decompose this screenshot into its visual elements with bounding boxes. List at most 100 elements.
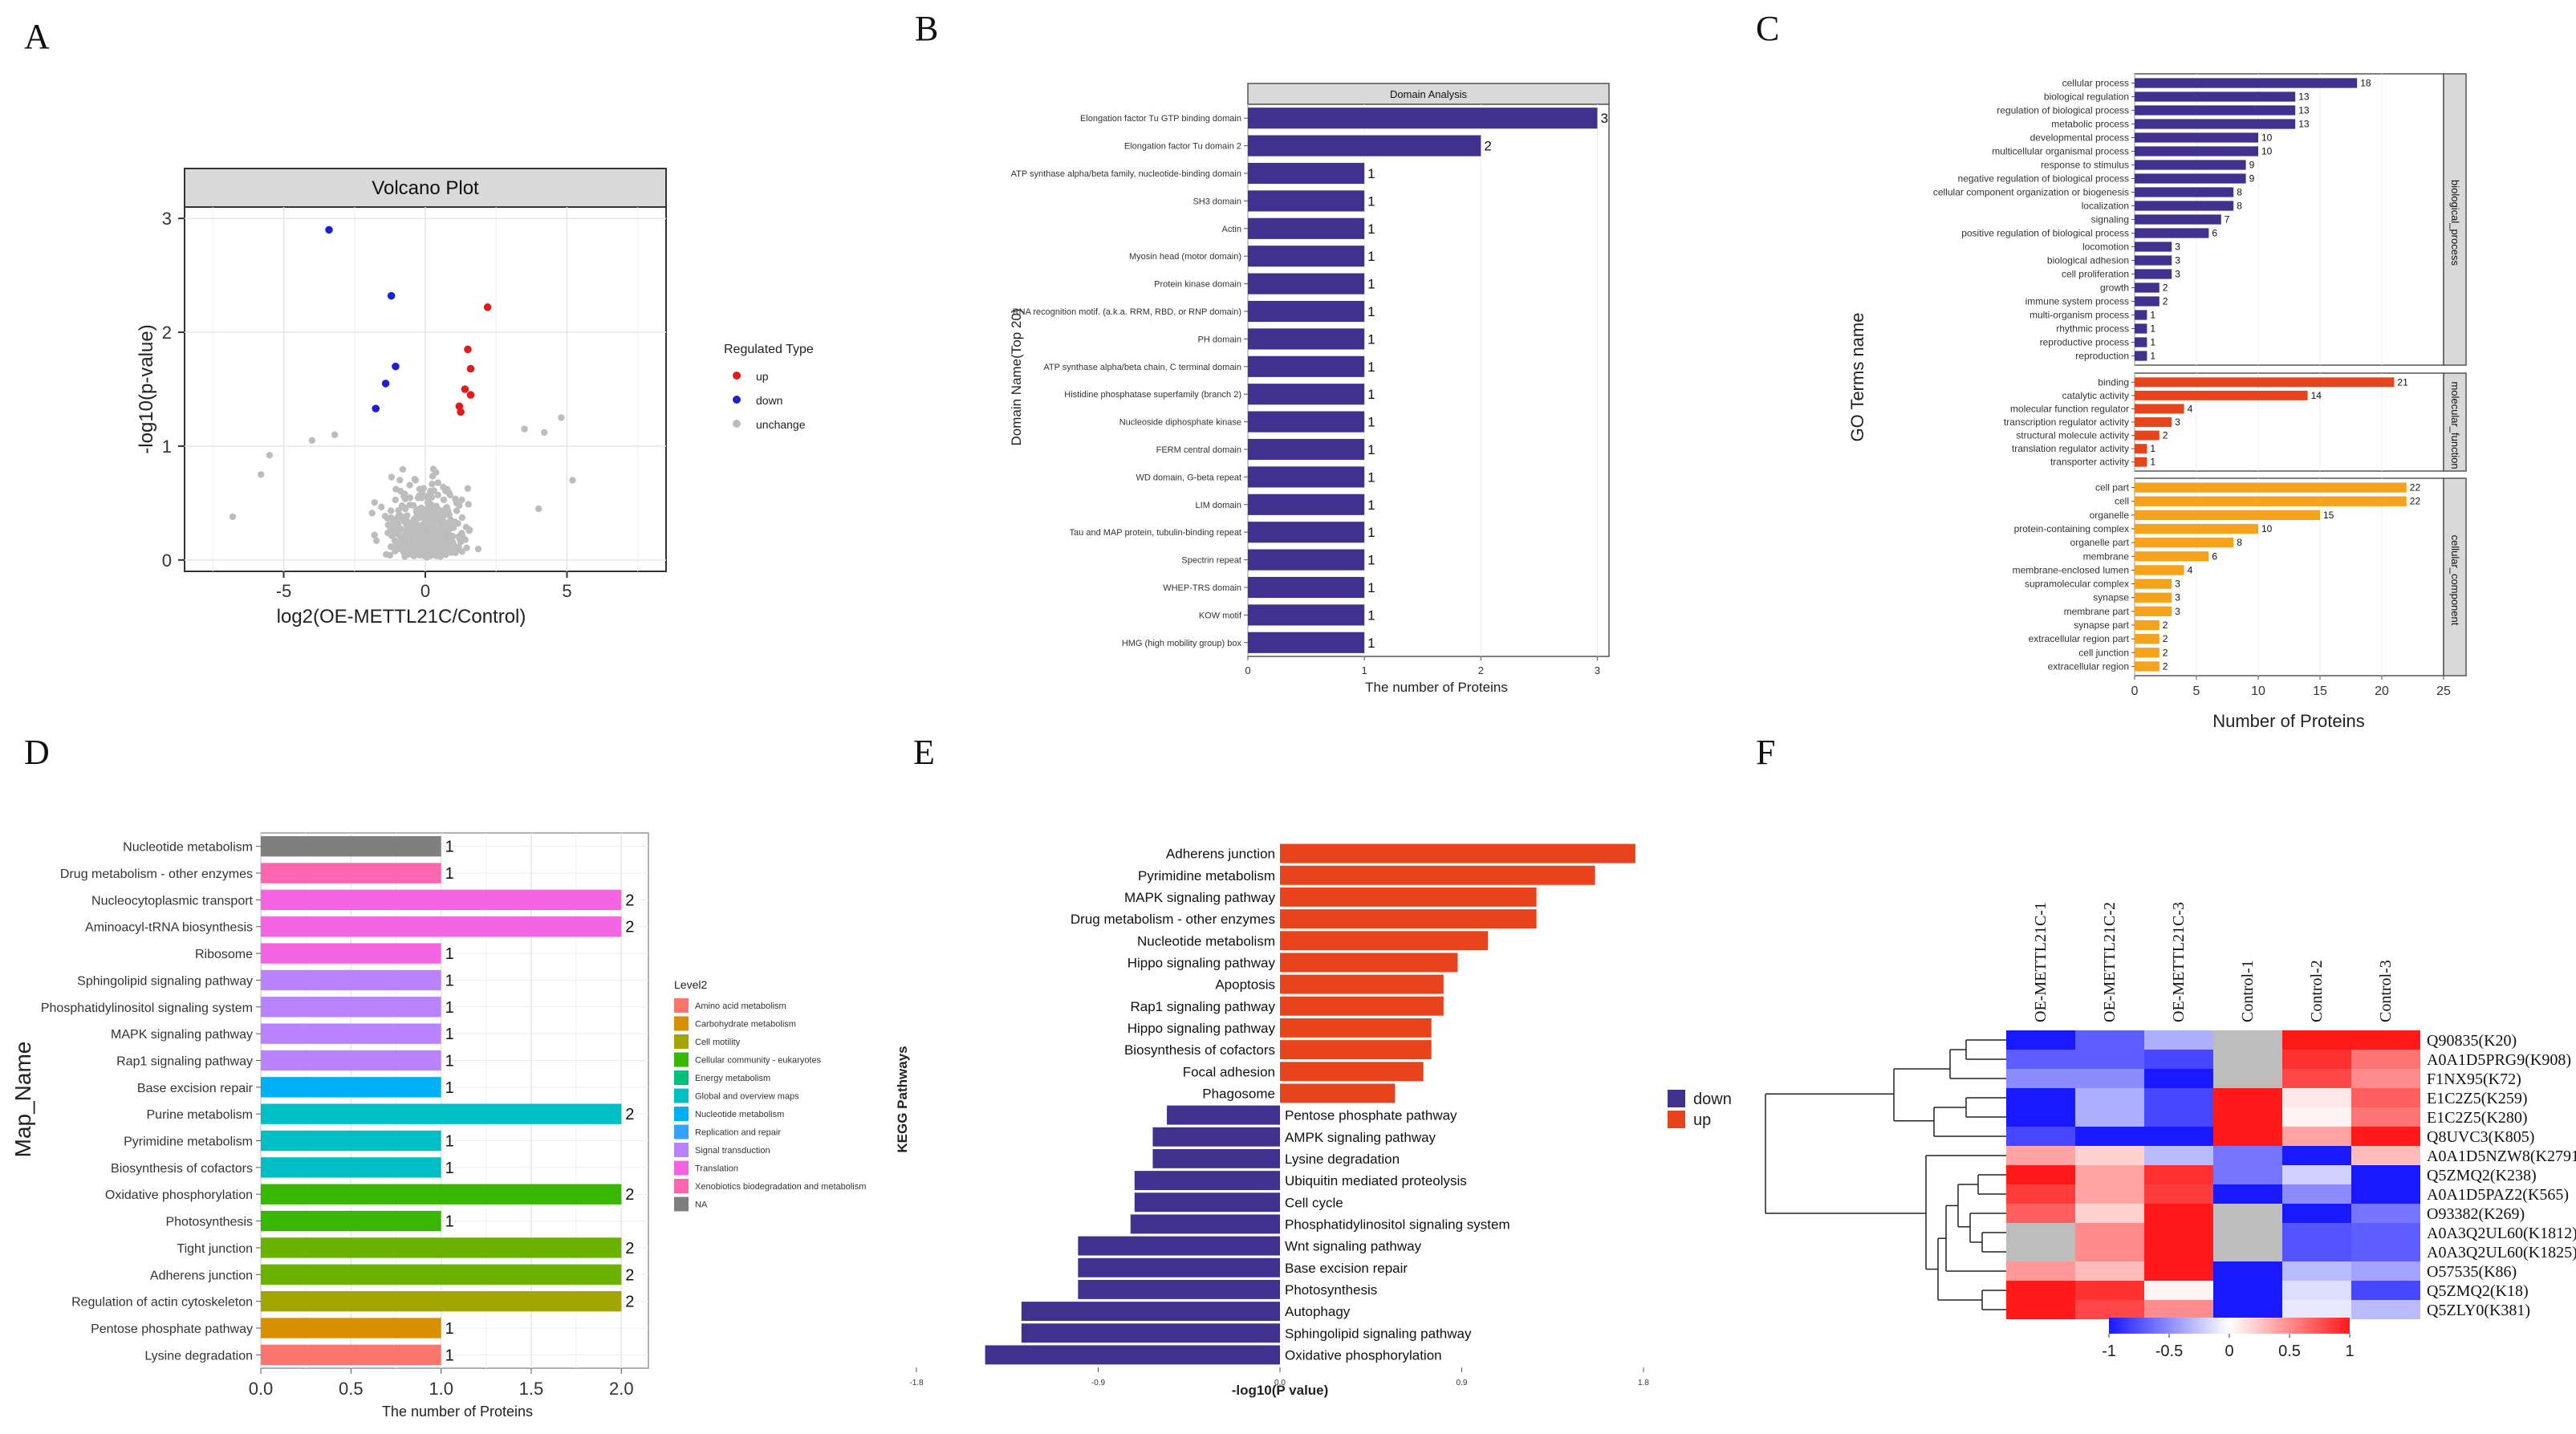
go-category-label: locomotion bbox=[2082, 242, 2129, 253]
map-category-label: MAPK signaling pathway bbox=[111, 1028, 253, 1042]
volcano-point-unchange bbox=[458, 514, 466, 522]
kegg-bar bbox=[1280, 1083, 1396, 1103]
kegg-bar bbox=[1280, 843, 1635, 863]
kegg-category-label: Photosynthesis bbox=[1285, 1282, 1377, 1298]
heatmap-cell bbox=[2006, 1281, 2075, 1300]
volcano-title: Volcano Plot bbox=[372, 177, 479, 199]
go-category-label: localization bbox=[2082, 201, 2129, 212]
kegg-category-label: Biosynthesis of cofactors bbox=[1124, 1042, 1275, 1058]
kegg-bar bbox=[1152, 1148, 1280, 1168]
kegg-pathways-panel: Adherens junction Pyrimidine metabolism MA… bbox=[895, 843, 1732, 1398]
heatmap-cell bbox=[2351, 1050, 2420, 1069]
kegg-category-label: Apoptosis bbox=[1215, 977, 1275, 993]
volcano-point-unchange bbox=[453, 507, 461, 514]
heatmap-cell bbox=[2282, 1242, 2351, 1261]
volcano-point-unchange bbox=[456, 502, 463, 510]
heatmap-cell bbox=[2144, 1069, 2213, 1088]
heatmap-row-label: O57535(K86) bbox=[2427, 1263, 2517, 1281]
domain-bar bbox=[1248, 438, 1365, 461]
domain-value-label: 1 bbox=[1367, 553, 1375, 568]
volcano-point-unchange bbox=[465, 501, 472, 508]
map-bar bbox=[261, 1318, 441, 1339]
volcano-point-unchange bbox=[399, 465, 407, 473]
volcano-x-tick-label: -5 bbox=[276, 581, 292, 601]
domain-value-label: 1 bbox=[1367, 360, 1375, 375]
heatmap-cell bbox=[2213, 1069, 2282, 1088]
volcano-point-up bbox=[457, 408, 465, 416]
domain-category-label: LIM domain bbox=[1196, 501, 1241, 510]
map-bar bbox=[261, 1184, 622, 1204]
volcano-point-unchange bbox=[420, 535, 427, 542]
volcano-point-unchange bbox=[371, 531, 378, 538]
volcano-point-unchange bbox=[417, 504, 425, 512]
heatmap-cell bbox=[2282, 1223, 2351, 1242]
volcano-point-unchange bbox=[410, 546, 418, 554]
map-value-label: 2 bbox=[625, 1240, 634, 1257]
heatmap-cell bbox=[2351, 1127, 2420, 1146]
heatmap-cell bbox=[2006, 1184, 2075, 1204]
go-category-label: response to stimulus bbox=[2041, 160, 2129, 171]
heatmap-column-label: OE-METTL21C-1 bbox=[2032, 902, 2050, 1022]
map-category-label: Purine metabolism bbox=[147, 1108, 254, 1122]
heatmap-cell bbox=[2006, 1146, 2075, 1165]
heatmap-cell bbox=[2282, 1088, 2351, 1107]
volcano-point-unchange bbox=[434, 479, 441, 486]
map-legend-swatch bbox=[674, 1143, 689, 1157]
map-value-label: 1 bbox=[445, 1026, 454, 1043]
go-bar bbox=[2135, 377, 2395, 388]
go-bar bbox=[2135, 592, 2172, 603]
go-bar bbox=[2135, 105, 2296, 116]
map-bar bbox=[261, 997, 441, 1018]
heatmap-cell bbox=[2213, 1107, 2282, 1127]
map-bar bbox=[261, 1344, 441, 1365]
map-value-label: 1 bbox=[445, 1079, 454, 1097]
heatmap-cell bbox=[2351, 1030, 2420, 1050]
kegg-legend-swatch bbox=[1668, 1111, 1685, 1128]
domain-strip bbox=[1247, 83, 1610, 105]
go-category-label: translation regulator activity bbox=[2012, 443, 2129, 454]
kegg-category-label: Base excision repair bbox=[1285, 1261, 1408, 1276]
domain-value-label: 1 bbox=[1367, 469, 1375, 485]
volcano-legend-swatch bbox=[733, 372, 741, 380]
go-x-tick-label: 15 bbox=[2313, 685, 2327, 698]
volcano-point-unchange bbox=[392, 547, 399, 555]
go-category-label: synapse bbox=[2093, 592, 2129, 603]
domain-bar bbox=[1248, 522, 1365, 543]
map-category-label: Tight junction bbox=[177, 1242, 253, 1256]
kegg-category-label: Autophagy bbox=[1285, 1304, 1351, 1319]
go-value-label: 2 bbox=[2163, 296, 2168, 307]
domain-bar bbox=[1248, 384, 1365, 405]
volcano-point-unchange bbox=[442, 550, 449, 559]
go-bar bbox=[2135, 214, 2221, 225]
heatmap-cell bbox=[2351, 1184, 2420, 1204]
kegg-category-label: MAPK signaling pathway bbox=[1124, 890, 1276, 905]
heatmap-cell bbox=[2351, 1146, 2420, 1165]
map-name-panel: 1 Nucleotide metabolism 1 Drug metabolism -… bbox=[10, 832, 866, 1420]
domain-value-label: 1 bbox=[1367, 277, 1375, 292]
go-value-label: 1 bbox=[2150, 337, 2155, 348]
volcano-legend-label: down bbox=[756, 394, 782, 407]
map-category-label: Aminoacyl-tRNA biosynthesis bbox=[85, 921, 253, 935]
heatmap-cell bbox=[2144, 1261, 2213, 1281]
volcano-point-unchange bbox=[440, 496, 448, 504]
go-bar bbox=[2135, 523, 2258, 534]
go-value-label: 8 bbox=[2237, 187, 2242, 198]
map-legend-swatch bbox=[674, 1160, 689, 1176]
map-bar bbox=[261, 1130, 441, 1152]
go-strip bbox=[2443, 477, 2467, 676]
kegg-bar bbox=[985, 1345, 1280, 1365]
kegg-legend-label: up bbox=[1693, 1111, 1711, 1129]
heatmap-cell bbox=[2351, 1165, 2420, 1184]
go-value-label: 22 bbox=[2410, 482, 2421, 494]
volcano-point-unchange bbox=[445, 490, 453, 497]
map-category-label: Pentose phosphate pathway bbox=[91, 1322, 253, 1336]
heatmap-cell bbox=[2213, 1146, 2282, 1165]
map-category-label: Sphingolipid signaling pathway bbox=[77, 974, 253, 988]
map-category-label: Oxidative phosphorylation bbox=[105, 1188, 253, 1202]
go-bar bbox=[2135, 146, 2258, 156]
volcano-point-up bbox=[466, 364, 475, 373]
volcano-point-unchange bbox=[444, 524, 451, 532]
domain-bar bbox=[1248, 632, 1365, 653]
go-category-label: reproduction bbox=[2075, 351, 2129, 362]
volcano-legend-swatch bbox=[733, 420, 741, 428]
